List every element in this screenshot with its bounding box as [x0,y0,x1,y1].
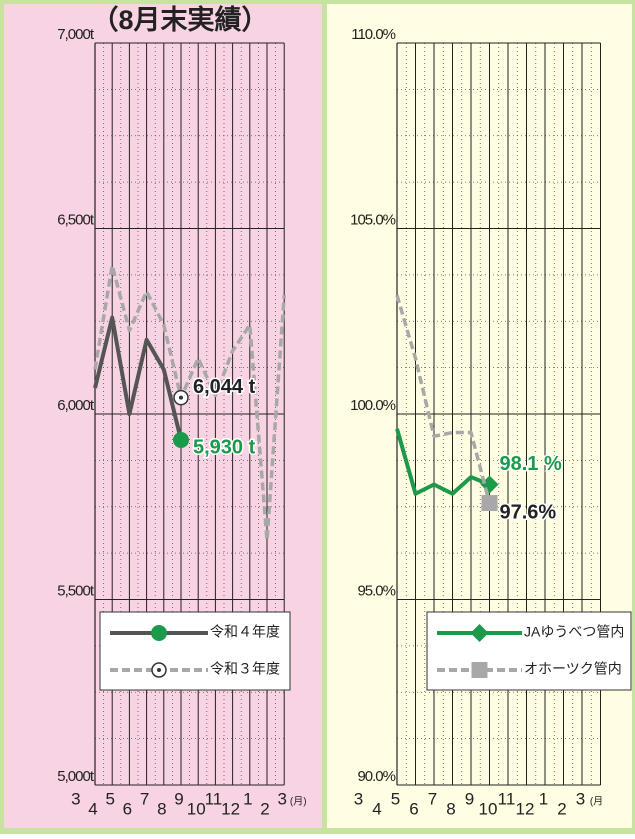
x-tick-label: 9 [465,789,474,808]
x-tick-label: 5 [105,789,114,808]
legend-label: 令和４年度 [210,624,280,640]
legend-box [99,611,291,691]
series-line [93,263,286,542]
marker [173,389,189,406]
x-tick-label: 3 [277,789,286,808]
marker [173,431,189,448]
x-tick-label: 10 [187,799,206,818]
marker [481,495,498,512]
x-tick-label: 12 [516,799,535,818]
y-tick-label: 105.0% [350,211,396,228]
x-tick-label: 4 [88,799,97,818]
x-tick-label: 3 [354,789,363,808]
y-tick-label: 90.0% [357,768,395,785]
chart-title: （8月末実績） [91,4,268,35]
x-tick-label: 5 [391,789,400,808]
x-tick-label: 12 [221,799,240,818]
y-tick-label: 5,000t [57,768,95,785]
series-line [93,315,183,441]
y-tick-label: 5,500t [57,582,95,599]
x-tick-label: 7 [140,789,149,808]
panel-left [4,4,322,828]
x-tick-label: 10 [479,799,498,818]
x-tick-label: 6 [409,799,418,818]
panel-right [327,4,632,828]
x-tick-label: 9 [174,789,183,808]
x-tick-label: 8 [446,799,455,818]
x-tick-label: 1 [539,789,548,808]
x-tick-label: 6 [123,799,132,818]
x-tick-label: 1 [243,789,252,808]
x-tick-label: 3 [576,789,585,808]
series-line [395,294,492,504]
data-label: 98.1 % [500,453,562,475]
legend-marker-dot [157,668,161,672]
y-tick-label: 7,000t [57,26,95,43]
x-unit-label: (月 [590,796,603,808]
x-tick-label: 7 [428,789,437,808]
marker-dot [179,395,183,400]
x-tick-label: 11 [205,789,223,808]
legend-box [426,611,632,691]
y-tick-label: 110.0% [351,26,395,43]
y-tick-label: 6,500t [57,211,95,228]
y-tick-label: 100.0% [350,397,396,414]
series-line [395,428,491,496]
y-tick-label: 6,000t [57,397,95,414]
x-tick-label: 2 [557,799,566,818]
data-label: 6,044 t [193,376,256,398]
legend-label: 令和３年度 [210,661,280,677]
legend-marker [471,662,488,678]
y-tick-label: 95.0% [357,582,395,599]
legend-label: オホーツク管内 [524,661,622,677]
x-tick-label: 2 [260,799,269,818]
x-tick-label: 11 [498,789,516,808]
data-label: 5,930 t [193,436,256,458]
legend-marker [470,624,489,642]
x-tick-label: 8 [157,799,166,818]
x-unit-label: (月) [290,796,307,808]
data-label: 97.6% [500,501,557,523]
legend-marker [151,625,167,641]
x-tick-label: 3 [71,789,80,808]
legend-label: JAゆうべつ管内 [524,624,624,640]
x-tick-label: 4 [372,799,381,818]
